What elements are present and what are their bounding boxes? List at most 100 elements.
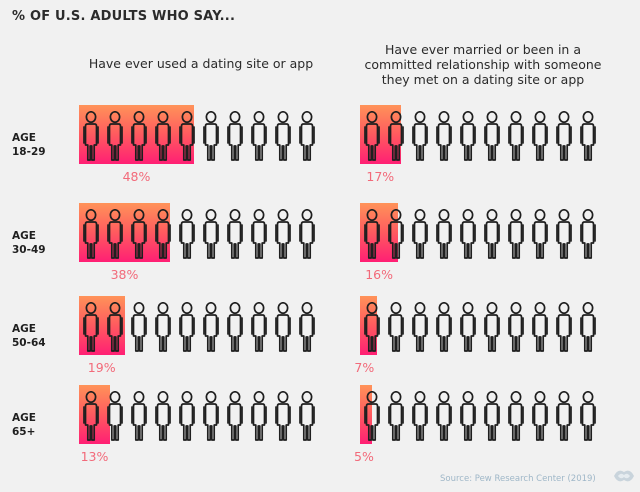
right-column-title: Have ever married or been in a committed…: [364, 42, 602, 87]
pictograph-row: [79, 203, 319, 262]
person-icon: [249, 209, 269, 260]
person-icon: [482, 111, 502, 162]
percent-label: 17%: [366, 169, 395, 184]
person-icon: [153, 111, 173, 162]
pictograph-row: [79, 105, 319, 164]
person-icon: [554, 391, 574, 442]
person-icon: [362, 302, 382, 353]
person-icon: [273, 111, 293, 162]
person-icon: [129, 302, 149, 353]
person-icon: [458, 302, 478, 353]
person-icon: [506, 391, 526, 442]
person-icon: [410, 391, 430, 442]
person-icon: [578, 391, 598, 442]
person-icon: [249, 391, 269, 442]
person-icon: [482, 391, 502, 442]
percent-label: 48%: [122, 169, 151, 184]
person-icon: [153, 302, 173, 353]
person-icon: [362, 111, 382, 162]
person-icon: [177, 209, 197, 260]
percent-label: 7%: [354, 360, 375, 375]
age-label-line2: 50-64: [12, 337, 46, 349]
person-icon: [530, 209, 550, 260]
person-icon: [153, 209, 173, 260]
person-icon: [297, 111, 317, 162]
person-icon: [297, 209, 317, 260]
pictograph-row: [360, 105, 600, 164]
age-label-line1: AGE: [12, 132, 36, 144]
person-icon: [225, 111, 245, 162]
person-icon: [129, 391, 149, 442]
percent-label: 16%: [365, 267, 393, 282]
person-icon: [362, 209, 382, 260]
person-icon: [530, 302, 550, 353]
left-column-title: Have ever used a dating site or app: [88, 56, 314, 71]
person-icon: [386, 111, 406, 162]
person-icon: [105, 302, 125, 353]
person-icon: [129, 209, 149, 260]
person-icon: [297, 302, 317, 353]
person-icon: [386, 209, 406, 260]
person-icon: [506, 209, 526, 260]
age-label-line2: 30-49: [12, 244, 46, 256]
person-icon: [177, 391, 197, 442]
person-icon: [506, 111, 526, 162]
person-icon: [249, 302, 269, 353]
person-icon: [578, 302, 598, 353]
person-icon: [530, 111, 550, 162]
person-icon: [530, 391, 550, 442]
person-icon: [554, 209, 574, 260]
person-icon: [386, 391, 406, 442]
person-icon: [578, 209, 598, 260]
person-icon: [225, 391, 245, 442]
person-icon: [297, 391, 317, 442]
age-label: AGE 65+: [12, 411, 36, 439]
person-icon: [434, 111, 454, 162]
age-label-line1: AGE: [12, 412, 36, 424]
visual-capitalist-logo-icon: [614, 470, 634, 482]
person-icon: [554, 111, 574, 162]
person-icon: [201, 391, 221, 442]
person-icon: [434, 302, 454, 353]
source-note: Source: Pew Research Center (2019): [440, 474, 596, 484]
age-label: AGE 30-49: [12, 229, 46, 257]
person-icon: [482, 302, 502, 353]
person-icon: [410, 302, 430, 353]
person-icon: [177, 111, 197, 162]
person-icon: [410, 209, 430, 260]
person-icon: [105, 111, 125, 162]
person-icon: [201, 302, 221, 353]
pictograph-row: [79, 296, 319, 355]
age-label-line1: AGE: [12, 323, 36, 335]
person-icon: [177, 302, 197, 353]
person-icon: [153, 391, 173, 442]
person-icon: [81, 209, 101, 260]
person-icon: [201, 111, 221, 162]
percent-label: 5%: [354, 449, 374, 464]
pictograph-row: [360, 203, 600, 262]
age-label: AGE 50-64: [12, 322, 46, 350]
person-icon: [506, 302, 526, 353]
person-icon: [434, 391, 454, 442]
person-icon: [554, 302, 574, 353]
person-icon: [578, 111, 598, 162]
age-label-line2: 18-29: [12, 146, 46, 158]
person-icon: [410, 111, 430, 162]
person-icon: [458, 391, 478, 442]
person-icon: [273, 209, 293, 260]
chart-heading: % OF U.S. ADULTS WHO SAY...: [12, 9, 236, 24]
person-icon: [482, 209, 502, 260]
person-icon: [434, 209, 454, 260]
age-label-line1: AGE: [12, 230, 36, 242]
pictograph-row: [79, 385, 319, 444]
person-icon: [225, 302, 245, 353]
person-icon: [273, 391, 293, 442]
person-icon: [81, 111, 101, 162]
age-label: AGE 18-29: [12, 131, 46, 159]
person-icon: [129, 111, 149, 162]
person-icon: [458, 111, 478, 162]
person-icon: [81, 302, 101, 353]
person-icon: [81, 391, 101, 442]
person-icon: [386, 302, 406, 353]
person-icon: [201, 209, 221, 260]
